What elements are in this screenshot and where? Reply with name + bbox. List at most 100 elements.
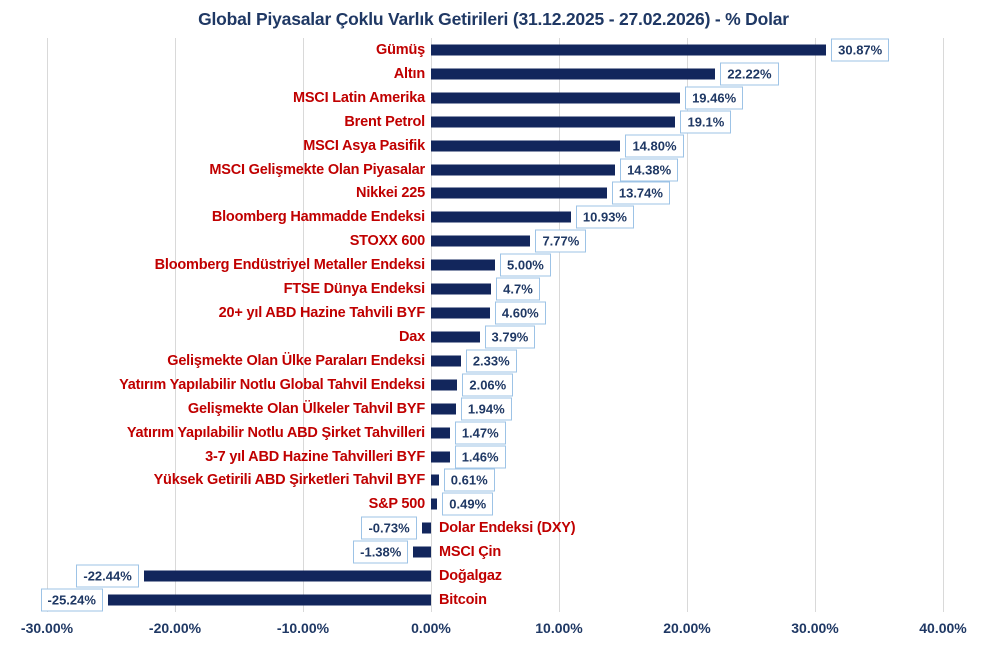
bar-row: MSCI Asya Pasifik 14.80%	[47, 134, 943, 158]
value-label: 1.94%	[460, 397, 512, 421]
category-label: Altın	[393, 65, 425, 82]
value-label: 2.06%	[462, 373, 514, 397]
bar	[431, 355, 461, 367]
bar	[431, 283, 492, 295]
value-label: 10.93%	[575, 205, 634, 229]
value-label: 14.38%	[620, 158, 679, 182]
value-label: 13.74%	[611, 181, 670, 205]
gridline	[47, 38, 48, 612]
bar-row: MSCI Çin -1.38%	[47, 540, 943, 564]
bar	[431, 235, 531, 247]
chart-title: Global Piyasalar Çoklu Varlık Getirileri…	[198, 9, 789, 29]
value-label: -25.24%	[40, 588, 103, 612]
value-label: -0.73%	[361, 516, 417, 540]
category-label: FTSE Dünya Endeksi	[283, 281, 426, 298]
gridline	[303, 38, 304, 612]
bar	[431, 187, 607, 199]
category-label: STOXX 600	[349, 233, 426, 250]
bar-row: Bitcoin -25.24%	[40, 588, 943, 612]
gridline	[815, 38, 816, 612]
value-label: 1.46%	[454, 445, 506, 469]
x-tick-label: -30.00%	[20, 620, 74, 636]
category-label: Gelişmekte Olan Ülkeler Tahvil BYF	[187, 400, 425, 417]
category-label: Dax	[399, 328, 425, 345]
plot-area: Gümüş 30.87% Altın 22.22% MSCI Latin Amerika…	[40, 38, 944, 612]
x-tick-label: 0.00%	[411, 620, 451, 636]
value-label: 0.61%	[443, 468, 495, 492]
x-tick-label: -20.00%	[148, 620, 202, 636]
bar-row: Bloomberg Endüstriyel Metaller Endeksi 5.…	[47, 253, 943, 277]
category-label: Bitcoin	[439, 592, 487, 609]
bar	[431, 211, 571, 223]
bar-row: MSCI Gelişmekte Olan Piyasalar 14.38%	[47, 158, 943, 182]
gridline	[175, 38, 176, 612]
value-label: 14.80%	[625, 134, 684, 158]
bar-row: 20+ yıl ABD Hazine Tahvili BYF 4.60%	[47, 301, 943, 325]
bar-row: Yüksek Getirili ABD Şirketleri Tahvil BY…	[47, 468, 943, 493]
category-label: Yüksek Getirili ABD Şirketleri Tahvil BY…	[153, 472, 426, 489]
x-tick-label: 20.00%	[663, 620, 711, 636]
bar	[431, 44, 827, 56]
x-axis: -30.00% -20.00% -10.00% 0.00% 10.00% 20.00% 30…	[21, 620, 967, 642]
category-label: Dolar Endeksi (DXY)	[439, 520, 576, 537]
bar	[143, 570, 431, 582]
category-label: 3-7 yıl ABD Hazine Tahvilleri BYF	[205, 448, 425, 465]
bar	[421, 522, 431, 534]
value-label: 5.00%	[500, 253, 551, 277]
value-label: 19.46%	[685, 86, 744, 110]
category-label: Yatırım Yapılabilir Notlu Global Tahvil …	[119, 376, 425, 393]
gridline	[943, 38, 944, 612]
category-label: Bloomberg Endüstriyel Metaller Endeksi	[154, 257, 426, 274]
x-tick-label: 10.00%	[535, 620, 583, 636]
category-label: S&P 500	[368, 496, 426, 513]
bar	[431, 68, 716, 80]
x-tick-label: -10.00%	[276, 620, 330, 636]
bar	[431, 498, 438, 510]
category-label: Nikkei 225	[356, 185, 425, 202]
bar	[107, 594, 431, 606]
bar-row: S&P 500 0.49%	[47, 492, 943, 516]
bar	[413, 546, 431, 558]
category-label: Gelişmekte Olan Ülke Paraları Endeksi	[167, 352, 425, 369]
bar-row: FTSE Dünya Endeksi 4.7%	[47, 277, 943, 301]
bar	[431, 379, 458, 391]
bar-row: Nikkei 225 13.74%	[47, 181, 943, 206]
x-tick-label: 30.00%	[791, 620, 839, 636]
value-label: 4.60%	[494, 301, 546, 325]
category-label: Yatırım Yapılabilir Notlu ABD Şirket Tah…	[126, 424, 425, 441]
bar	[431, 140, 621, 152]
category-label: Doğalgaz	[439, 568, 502, 585]
category-label: MSCI Latin Amerika	[292, 89, 425, 106]
bar	[431, 92, 681, 104]
value-label: 0.49%	[442, 492, 494, 516]
value-label: 4.7%	[496, 277, 540, 301]
bar	[431, 116, 676, 128]
bar-row: MSCI Latin Amerika 19.46%	[47, 86, 943, 110]
bar	[431, 331, 480, 343]
value-label: 19.1%	[680, 110, 732, 134]
category-label: Brent Petrol	[344, 113, 425, 130]
category-label: Bloomberg Hammadde Endeksi	[211, 209, 425, 226]
bar-row: STOXX 600 7.77%	[47, 229, 943, 253]
bar-row: Brent Petrol 19.1%	[47, 110, 943, 134]
x-tick-label: 40.00%	[919, 620, 967, 636]
category-label: MSCI Gelişmekte Olan Piyasalar	[209, 161, 425, 178]
gridline	[687, 38, 688, 612]
bar-row: Gümüş 30.87%	[47, 38, 943, 62]
gridline	[559, 38, 560, 612]
bar-row: Yatırım Yapılabilir Notlu ABD Şirket Tah…	[47, 421, 943, 445]
bar	[431, 259, 495, 271]
category-label: 20+ yıl ABD Hazine Tahvili BYF	[218, 305, 426, 322]
value-label: 22.22%	[720, 62, 779, 86]
value-label: 1.47%	[454, 421, 506, 445]
bar-row: Dax 3.79%	[47, 325, 943, 349]
bar-row: Dolar Endeksi (DXY) -0.73%	[47, 516, 943, 540]
category-label: MSCI Asya Pasifik	[303, 137, 425, 154]
bar-row: Gelişmekte Olan Ülkeler Tahvil BYF 1.94%	[47, 397, 943, 421]
value-label: 30.87%	[831, 38, 890, 62]
value-label: 7.77%	[535, 229, 587, 253]
bar-row: Yatırım Yapılabilir Notlu Global Tahvil …	[47, 373, 943, 397]
bar	[431, 451, 450, 463]
bar-row: Doğalgaz -22.44%	[47, 564, 943, 588]
